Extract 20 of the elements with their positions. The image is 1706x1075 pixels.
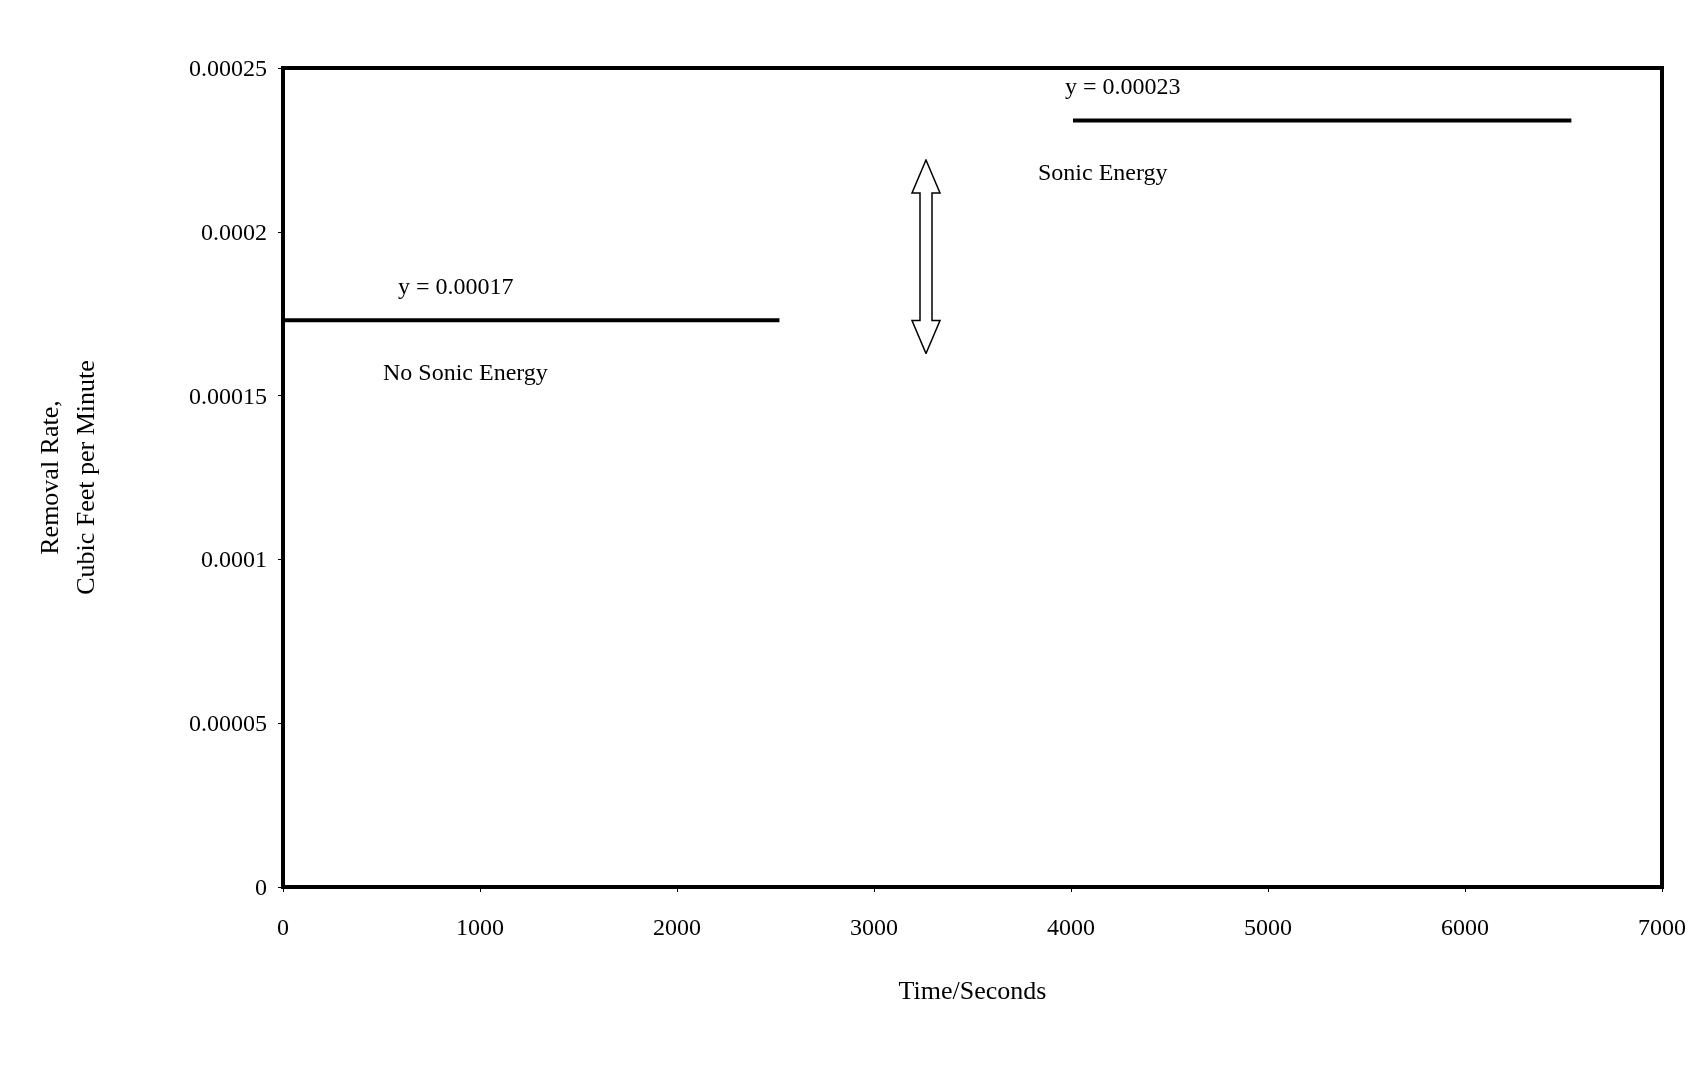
x-axis-title: Time/Seconds	[898, 975, 1047, 1005]
x-tick-label: 5000	[1244, 914, 1292, 940]
y-tick-label: 0.0002	[201, 218, 267, 245]
annotation: Sonic Energy	[1037, 159, 1168, 186]
y-tick-label: 0.0001	[201, 546, 267, 573]
y-tick-label: 0	[255, 874, 267, 900]
x-tick-label: 2000	[653, 914, 701, 940]
y-axis-title: Removal Rate, Cubic Feet per Minute	[34, 360, 100, 595]
y-tick-label: 0.00025	[189, 55, 267, 81]
annotation: No Sonic Energy	[383, 359, 548, 386]
y-tick-label: 0.00005	[189, 710, 267, 737]
x-tick-label: 7000	[1638, 914, 1686, 940]
y-tick-label: 0.00015	[189, 382, 267, 409]
x-tick-label: 0	[277, 914, 289, 940]
x-tick-label: 3000	[850, 914, 898, 940]
x-tick-label: 1000	[456, 914, 504, 940]
x-tick-label: 4000	[1047, 914, 1095, 940]
annotation: y = 0.00017	[398, 273, 514, 300]
annotation: y = 0.00023	[1064, 73, 1181, 100]
x-tick-label: 6000	[1441, 914, 1489, 940]
